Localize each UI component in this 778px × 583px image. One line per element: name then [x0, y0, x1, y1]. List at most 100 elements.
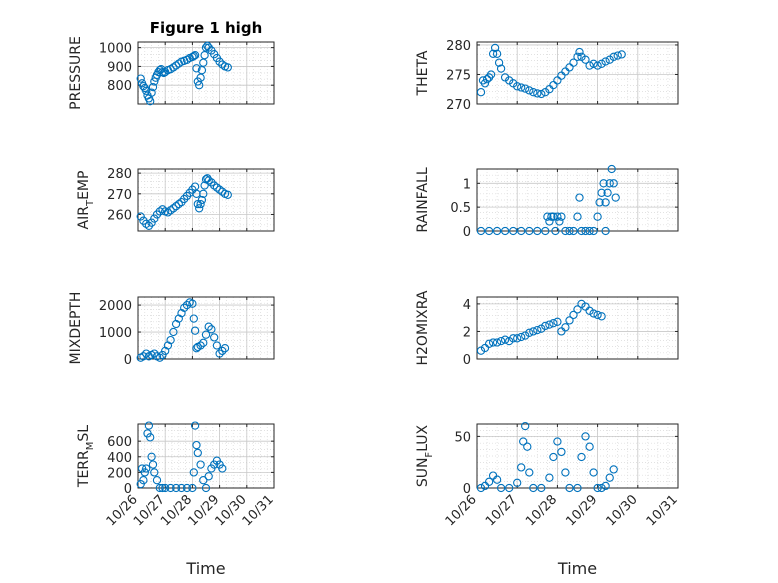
- data-point: [609, 179, 618, 188]
- data-point: [496, 64, 506, 73]
- data-point: [492, 226, 502, 236]
- y-axis-label-sub: T: [85, 199, 96, 207]
- data-point: [533, 89, 542, 98]
- data-point: [488, 471, 498, 480]
- data-point: [597, 59, 606, 68]
- data-point: [199, 58, 208, 67]
- data-point: [144, 421, 154, 430]
- y-tick-label: 260: [107, 208, 132, 223]
- series-mixdepth: [136, 298, 230, 362]
- data-point: [603, 188, 612, 197]
- data-point: [204, 43, 213, 52]
- data-point: [525, 86, 534, 95]
- data-point: [565, 483, 574, 493]
- data-point: [147, 452, 156, 461]
- y-tick-label: 900: [107, 60, 132, 75]
- data-point: [189, 51, 198, 61]
- data-point: [613, 51, 622, 60]
- data-point: [496, 483, 506, 493]
- data-point: [523, 442, 532, 451]
- axes-theta: 270 275 280 THETA: [415, 39, 679, 113]
- data-point: [517, 463, 526, 472]
- data-point: [611, 193, 620, 202]
- data-point: [519, 437, 528, 446]
- data-point: [171, 202, 181, 211]
- data-point: [188, 483, 197, 493]
- data-point: [169, 204, 178, 213]
- y-tick-label: 2000: [99, 299, 132, 314]
- data-point: [529, 483, 538, 493]
- data-point: [195, 204, 204, 213]
- data-point: [517, 226, 526, 236]
- data-point: [480, 79, 490, 88]
- data-point: [212, 183, 222, 192]
- data-point: [488, 49, 498, 58]
- data-point: [509, 334, 518, 343]
- grid-mixdepth: [138, 297, 274, 360]
- data-point: [601, 226, 610, 236]
- data-point: [601, 198, 610, 207]
- data-point: [158, 350, 167, 360]
- data-point: [561, 323, 570, 332]
- x-tick-label: 10/31: [240, 492, 277, 529]
- data-point: [575, 193, 584, 202]
- data-point: [533, 325, 542, 335]
- data-point: [204, 472, 213, 481]
- data-point: [207, 325, 216, 334]
- data-point: [553, 317, 562, 326]
- y-tick-label: 4: [463, 298, 471, 313]
- series-air_temp: [136, 174, 232, 230]
- data-point: [561, 67, 570, 76]
- data-point: [513, 82, 522, 91]
- y-tick-label: 0.5: [450, 201, 471, 216]
- data-point: [565, 316, 574, 325]
- data-point: [196, 460, 205, 469]
- y-axis-label-part: EMP: [76, 171, 92, 200]
- data-point: [573, 212, 582, 221]
- data-point: [593, 310, 602, 320]
- y-tick-label: 1000: [99, 326, 132, 341]
- data-point: [585, 226, 594, 236]
- data-point: [201, 483, 211, 493]
- axes-air_temp: 260 270 280 AIRTEMP: [76, 167, 275, 232]
- data-point: [142, 349, 151, 358]
- data-point: [541, 321, 550, 331]
- data-point: [581, 432, 590, 441]
- data-point: [607, 164, 616, 174]
- data-point: [521, 84, 530, 93]
- data-point: [517, 83, 526, 92]
- y-tick-label: 280: [107, 167, 132, 182]
- data-point: [537, 89, 546, 99]
- data-point: [204, 322, 213, 331]
- data-point: [577, 226, 586, 236]
- data-point: [549, 319, 558, 328]
- data-point: [545, 473, 554, 482]
- data-point: [223, 63, 232, 72]
- data-point: [589, 468, 598, 477]
- data-point: [220, 344, 230, 353]
- y-tick-label: 280: [446, 39, 471, 54]
- data-point: [593, 61, 602, 70]
- data-point: [155, 353, 164, 362]
- y-tick-label: 600: [107, 435, 132, 450]
- data-point: [196, 199, 205, 209]
- data-point: [589, 59, 598, 68]
- y-axis-label: H2OMIXRA: [415, 290, 431, 365]
- data-point: [533, 226, 542, 236]
- data-point: [215, 185, 224, 194]
- data-point: [601, 57, 610, 66]
- data-point: [537, 483, 546, 493]
- data-point: [142, 464, 151, 473]
- y-tick-label: 400: [107, 451, 132, 466]
- data-point: [561, 468, 570, 477]
- data-point: [486, 70, 496, 79]
- data-point: [201, 330, 211, 339]
- data-point: [189, 314, 198, 323]
- data-point: [549, 452, 558, 462]
- data-point: [159, 68, 168, 78]
- data-point: [192, 64, 201, 73]
- y-axis-label: RAINFALL: [415, 167, 431, 232]
- data-point: [569, 58, 578, 67]
- data-point: [146, 97, 155, 106]
- axes-frame: [137, 296, 275, 360]
